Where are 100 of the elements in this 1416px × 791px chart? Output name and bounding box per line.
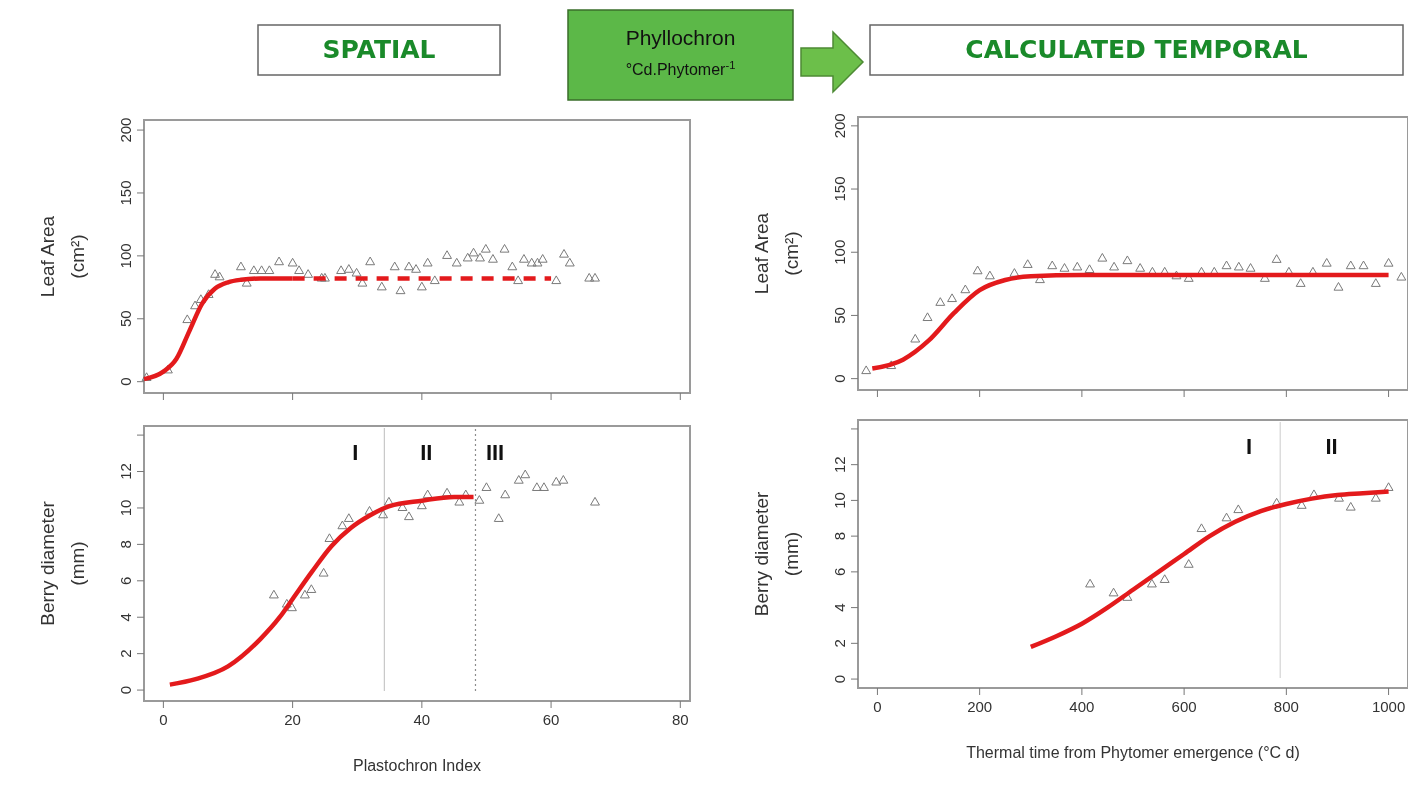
point xyxy=(451,257,462,267)
y-tick-label: 2 xyxy=(831,639,848,648)
point xyxy=(365,256,376,266)
point xyxy=(1196,523,1207,533)
y-tick-label: 150 xyxy=(117,180,134,206)
point xyxy=(475,252,485,262)
point xyxy=(1271,254,1282,263)
point xyxy=(376,281,387,291)
y-tick-label: 50 xyxy=(831,307,848,324)
point xyxy=(1135,263,1146,272)
chart-title: CALCULATED TEMPORAL xyxy=(965,35,1308,64)
point xyxy=(214,271,225,281)
point xyxy=(507,261,518,271)
x-tick-label: 200 xyxy=(967,698,993,715)
point xyxy=(590,272,600,282)
point xyxy=(1396,271,1407,281)
y-tick-label: 0 xyxy=(117,685,134,695)
point xyxy=(1221,512,1232,522)
point xyxy=(947,293,957,303)
point xyxy=(1245,263,1256,272)
point xyxy=(559,249,569,258)
annotation: II xyxy=(1325,433,1338,459)
point xyxy=(306,584,317,593)
annotation: I xyxy=(1245,433,1253,459)
y-tick-label: 100 xyxy=(117,243,134,269)
point xyxy=(487,254,498,263)
annotation: II xyxy=(420,439,433,465)
y-tick-label: 10 xyxy=(117,499,134,517)
point xyxy=(531,482,542,491)
y-tick-label: 0 xyxy=(831,674,848,684)
point xyxy=(513,475,524,484)
point xyxy=(1159,574,1170,583)
point xyxy=(389,261,400,271)
point xyxy=(336,265,347,275)
point xyxy=(1022,259,1033,268)
point xyxy=(1345,260,1356,270)
point xyxy=(1072,261,1083,271)
y-tick-label: 200 xyxy=(831,113,848,139)
x-tick-label: 80 xyxy=(671,711,689,728)
point xyxy=(299,589,310,599)
point xyxy=(1146,578,1157,588)
point xyxy=(395,285,406,295)
x-tick-label: 20 xyxy=(284,711,301,728)
point xyxy=(551,275,562,285)
point xyxy=(318,567,329,577)
point xyxy=(324,533,335,542)
point xyxy=(274,256,284,266)
y-axis-title: Berry diameter (mm) xyxy=(37,500,88,626)
point xyxy=(1321,258,1332,267)
annotation: III xyxy=(485,439,505,465)
y-tick-label: 0 xyxy=(831,374,848,383)
x-tick-label: 0 xyxy=(873,698,882,715)
point xyxy=(1358,260,1369,270)
point xyxy=(1047,260,1058,270)
y-axis-title: Leaf Area (cm²) xyxy=(751,212,802,295)
point xyxy=(182,314,193,324)
point xyxy=(1370,493,1381,502)
point xyxy=(303,269,314,278)
point xyxy=(235,261,246,271)
point xyxy=(532,257,543,267)
point xyxy=(1171,270,1182,280)
y-tick-label: 150 xyxy=(831,176,848,202)
point xyxy=(429,275,440,285)
x-tick-label: 1000 xyxy=(1371,698,1406,715)
point xyxy=(378,509,389,519)
x-tick-label: 400 xyxy=(1069,698,1095,715)
point xyxy=(1383,482,1394,491)
y-tick-label: 100 xyxy=(831,239,848,265)
point xyxy=(513,275,524,285)
point xyxy=(984,270,995,280)
point xyxy=(1233,504,1244,514)
point xyxy=(403,511,414,521)
point xyxy=(287,257,298,267)
point xyxy=(281,598,292,608)
x-axis-title: Thermal time from Phytomer emergence (°C d) xyxy=(966,744,1300,761)
point xyxy=(1109,261,1120,271)
point xyxy=(248,265,259,275)
point xyxy=(1183,559,1194,568)
point xyxy=(343,513,354,522)
point xyxy=(422,489,433,499)
text: Phyllochron xyxy=(625,26,736,49)
point xyxy=(468,247,479,257)
point xyxy=(1333,282,1344,291)
y-tick-label: 200 xyxy=(117,117,134,143)
y-axis-title: Berry diameter (mm) xyxy=(751,491,802,617)
point xyxy=(1084,264,1095,273)
point xyxy=(1233,261,1244,271)
point xyxy=(403,261,414,271)
point xyxy=(1221,260,1232,270)
chart-title: SPATIAL xyxy=(322,35,436,64)
y-tick-label: 4 xyxy=(117,613,134,622)
point xyxy=(256,265,267,275)
point xyxy=(343,264,354,273)
point xyxy=(294,265,305,275)
y-tick-label: 6 xyxy=(831,567,848,577)
x-tick-label: 800 xyxy=(1273,698,1299,715)
point xyxy=(584,272,595,282)
point xyxy=(287,602,297,612)
point xyxy=(411,264,421,273)
point xyxy=(1122,255,1133,265)
